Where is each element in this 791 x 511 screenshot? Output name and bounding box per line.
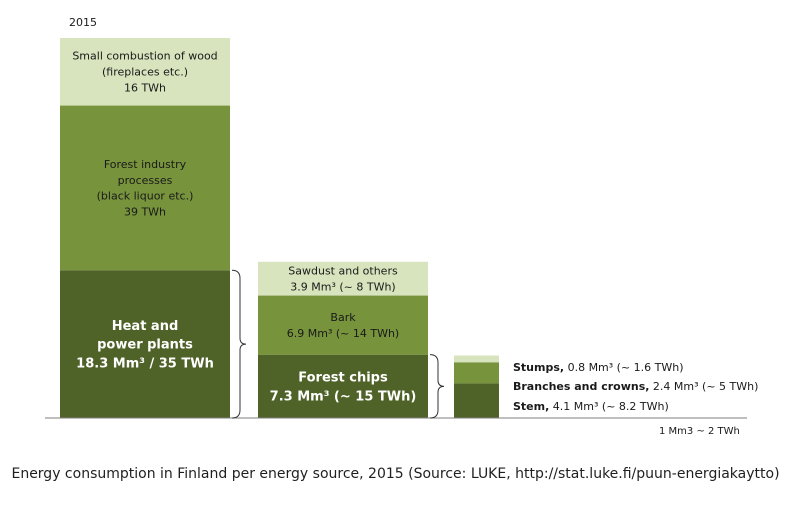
- brace-heat-and-power: [231, 269, 247, 419]
- bar-forest-chips-breakdown-segment-0: [454, 383, 499, 418]
- brace-forest-chips: [429, 354, 445, 419]
- bar-forest-chips-breakdown-label-1: Branches and crowns, 2.4 Mm³ (~ 5 TWh): [513, 380, 758, 393]
- bar-heat-and-power-breakdown-segment-0: [258, 354, 428, 418]
- bar-total-label-0: Heat and power plants 18.3 Mm³ / 35 TWh: [76, 319, 214, 372]
- year-label: 2015: [69, 16, 97, 29]
- bar-total-label-1: Forest industry processes (black liquor et…: [97, 158, 194, 219]
- bar-total-segment-2: [60, 38, 230, 106]
- figure-caption: Energy consumption in Finland per energy…: [11, 466, 780, 482]
- bar-forest-chips-breakdown-label-0: Stem, 4.1 Mm³ (~ 8.2 TWh): [513, 400, 669, 413]
- conversion-note: 1 Mm3 ~ 2 TWh: [659, 426, 740, 437]
- bar-heat-and-power-breakdown-segment-2: [258, 261, 428, 296]
- bar-heat-and-power-breakdown-label-0: Forest chips 7.3 Mm³ (~ 15 TWh): [270, 370, 417, 404]
- bar-heat-and-power-breakdown-label-1: Bark 6.9 Mm³ (~ 14 TWh): [287, 311, 399, 340]
- bar-forest-chips-breakdown-segment-2: [454, 355, 499, 363]
- bar-heat-and-power-breakdown-label-2: Sawdust and others 3.9 Mm³ (~ 8 TWh): [288, 265, 398, 294]
- energy-consumption-chart: Heat and power plants 18.3 Mm³ / 35 TWh For…: [45, 38, 758, 419]
- bar-forest-chips-breakdown-label-2: Stumps, 0.8 Mm³ (~ 1.6 TWh): [513, 361, 684, 374]
- bar-total-segment-1: [60, 105, 230, 271]
- bar-forest-chips-breakdown-segment-1: [454, 362, 499, 384]
- bar-total-segment-0: [60, 270, 230, 418]
- bar-heat-and-power-breakdown-segment-1: [258, 295, 428, 355]
- bar-total-label-2: Small combustion of wood (fireplaces etc.…: [72, 50, 217, 95]
